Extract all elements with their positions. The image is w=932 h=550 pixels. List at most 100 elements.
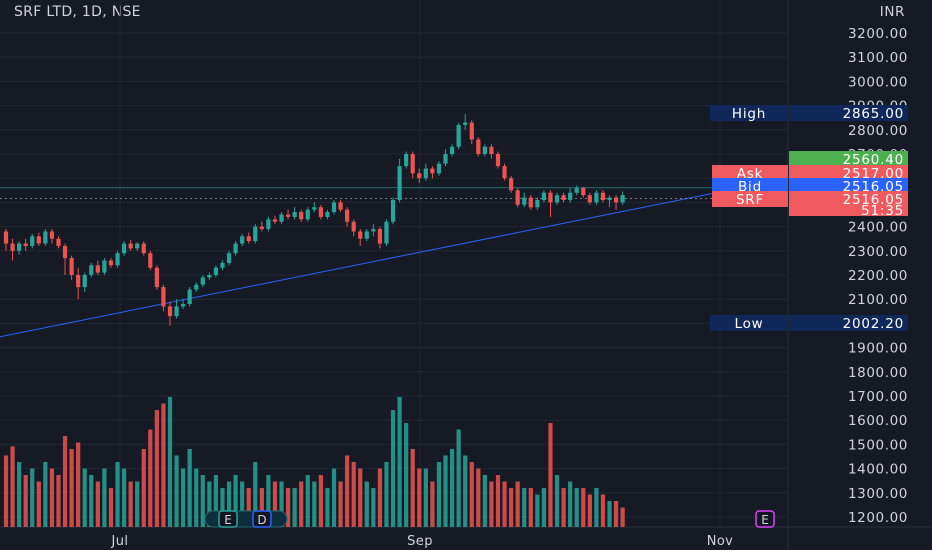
volume-bar [233, 475, 238, 527]
bid-value-bg [789, 178, 908, 194]
volume-bar [574, 488, 579, 527]
candle-body [548, 192, 553, 203]
volume-bar [338, 481, 343, 527]
low-label-bg [710, 315, 788, 331]
volume-bar [469, 462, 474, 527]
candle-body [463, 122, 468, 125]
price-tick: 2300.00 [848, 244, 908, 260]
high-label-bg [710, 105, 788, 121]
volume-bar [430, 481, 435, 527]
volume-bar [102, 468, 107, 527]
candle-body [30, 236, 35, 246]
volume-bar [305, 475, 310, 527]
candle-body [56, 238, 61, 246]
volume-bar [89, 475, 94, 527]
symbol-label-bg [712, 191, 788, 207]
candle-body [482, 146, 487, 154]
symbol-value-bg [789, 191, 908, 216]
volume-bar [600, 494, 606, 527]
volume-bar [561, 488, 566, 527]
candle-body [23, 243, 28, 246]
volume-bar [69, 449, 74, 527]
volume-bar [463, 455, 468, 527]
candle-body [220, 262, 225, 268]
volume-bar [76, 442, 81, 527]
volume-bar [10, 446, 15, 527]
candle-body [299, 212, 304, 220]
volume-bar [240, 481, 245, 527]
volume-bar [554, 475, 560, 527]
candle-body [581, 187, 586, 196]
symbol-label: SRF [736, 192, 764, 208]
volume-bar [43, 462, 48, 527]
volume-bar [443, 455, 448, 527]
earnings-badge-bg [218, 510, 238, 528]
candle-body [121, 243, 127, 254]
dividend-badge-bg [252, 510, 272, 528]
volume-bar [207, 481, 212, 527]
price-tick: 1700.00 [848, 389, 908, 405]
candle-body [246, 236, 251, 242]
candle-body [535, 199, 540, 208]
volume-bar [482, 475, 487, 527]
candle-body [200, 277, 205, 285]
volume-bar [568, 481, 573, 527]
candle-body [148, 253, 153, 268]
candle-body [253, 226, 258, 242]
price-tick: 2400.00 [848, 220, 908, 236]
candle-body [515, 190, 520, 205]
volume-bar [49, 468, 55, 527]
volume-bar [417, 468, 422, 527]
candle-body [62, 245, 68, 259]
candle-body [423, 168, 428, 179]
candle-body [620, 195, 625, 203]
volume-bar [404, 423, 409, 527]
time-tick: Jul [111, 534, 129, 549]
price-tick: 1300.00 [848, 486, 908, 502]
candle-body [489, 146, 494, 154]
high-value: 2865.00 [843, 106, 904, 122]
volume-bar [515, 481, 520, 527]
price-tick: 1200.00 [848, 510, 908, 526]
candle-body [240, 236, 245, 244]
volume-bar [489, 481, 494, 527]
volume-bar [345, 455, 350, 527]
dividend-badge: D [257, 513, 266, 527]
volume-bar [128, 481, 133, 527]
volume-bar [148, 429, 153, 527]
candle-body [509, 178, 514, 191]
volume-bar [331, 468, 337, 527]
price-tick: 1600.00 [848, 413, 908, 429]
volume-bar [187, 449, 192, 527]
candle-body [502, 166, 507, 179]
volume-bar [548, 423, 553, 527]
candle-body [358, 231, 363, 239]
price-tick: 1500.00 [848, 437, 908, 453]
candle-body [69, 258, 74, 275]
event-badge-group [204, 510, 288, 528]
candle-body [259, 226, 264, 230]
candle-body [174, 306, 179, 317]
volume-bar [364, 481, 369, 527]
volume-bar [535, 494, 540, 527]
high-label: High [732, 106, 766, 122]
candle-body [213, 267, 219, 275]
earnings-badge: E [224, 513, 232, 527]
candle-body [3, 231, 9, 244]
candle-body [469, 122, 474, 140]
symbol-value: 2516.05 [843, 192, 904, 208]
candle-body [607, 197, 612, 200]
volume-bar [476, 468, 481, 527]
candle-body [17, 243, 22, 251]
candle-body [207, 275, 212, 278]
volume-bar [56, 475, 61, 527]
candle-body [266, 219, 271, 230]
candle-body [587, 195, 592, 203]
high-value-bg [789, 105, 908, 121]
volume-bar [62, 436, 68, 527]
candle-body [449, 146, 455, 154]
candle-body [135, 243, 140, 249]
volume-bar [213, 475, 219, 527]
volume-bar [226, 481, 232, 527]
